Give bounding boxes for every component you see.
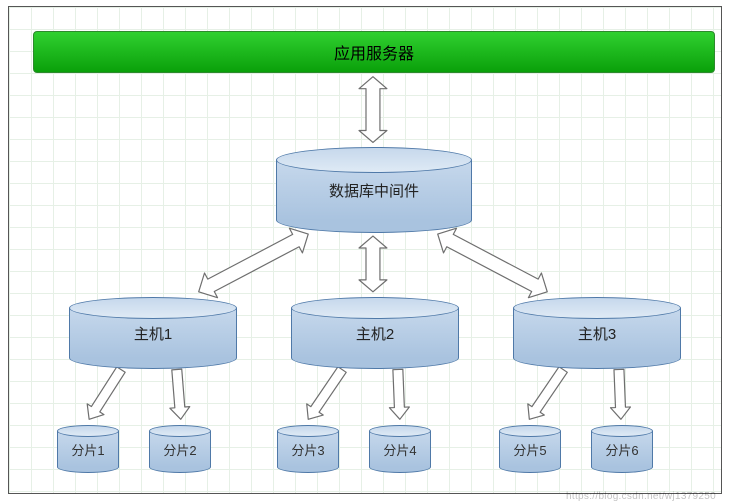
shard-cylinder-6: 分片6: [591, 425, 653, 473]
shard-cylinder-3: 分片3: [277, 425, 339, 473]
shard-cylinder-6-label: 分片6: [605, 440, 638, 459]
host-cylinder-2-label: 主机2: [356, 323, 394, 344]
shard-cylinder-2: 分片2: [149, 425, 211, 473]
host-cylinder-1: 主机1: [69, 297, 237, 369]
shard-cylinder-5: 分片5: [499, 425, 561, 473]
host-cylinder-3-label: 主机3: [578, 323, 616, 344]
middleware-cylinder-label: 数据库中间件: [329, 180, 419, 201]
shard-cylinder-3-label: 分片3: [291, 440, 324, 459]
grid-background: [9, 7, 721, 493]
shard-cylinder-2-label: 分片2: [163, 440, 196, 459]
shard-cylinder-4: 分片4: [369, 425, 431, 473]
shard-cylinder-1: 分片1: [57, 425, 119, 473]
shard-cylinder-1-label: 分片1: [71, 440, 104, 459]
diagram-frame: 应用服务器 数据库中间件主机1 主机2 主机3 分片1 分片2 分片3 分片4 分片5 分片6: [8, 6, 722, 494]
app-server-box: 应用服务器: [33, 31, 715, 73]
shard-cylinder-4-label: 分片4: [383, 440, 416, 459]
watermark-text: https://blog.csdn.net/wj1379250: [566, 491, 716, 502]
host-cylinder-1-label: 主机1: [134, 323, 172, 344]
app-server-label: 应用服务器: [334, 40, 414, 64]
middleware-cylinder: 数据库中间件: [276, 147, 472, 233]
shard-cylinder-5-label: 分片5: [513, 440, 546, 459]
host-cylinder-2: 主机2: [291, 297, 459, 369]
host-cylinder-3: 主机3: [513, 297, 681, 369]
